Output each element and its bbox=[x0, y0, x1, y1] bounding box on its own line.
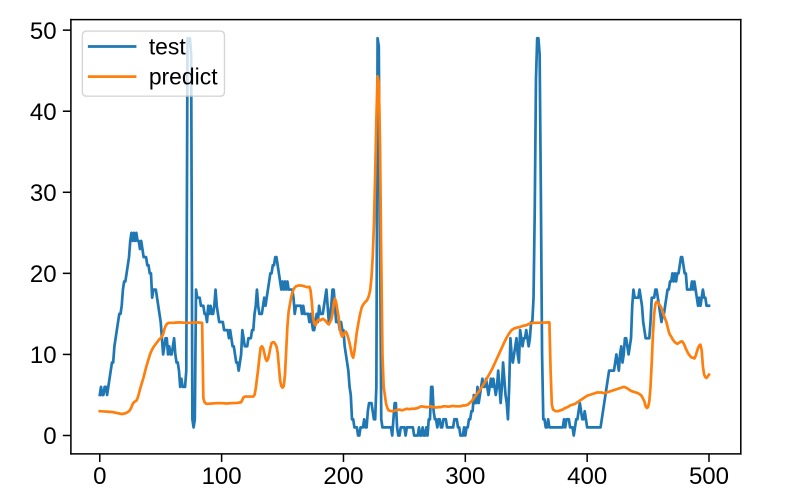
svg-text:0: 0 bbox=[93, 463, 106, 490]
svg-text:50: 50 bbox=[30, 18, 57, 45]
svg-text:test: test bbox=[149, 34, 187, 60]
svg-text:200: 200 bbox=[323, 463, 363, 490]
svg-text:10: 10 bbox=[30, 342, 57, 369]
svg-text:300: 300 bbox=[445, 463, 485, 490]
svg-text:400: 400 bbox=[567, 463, 607, 490]
svg-text:20: 20 bbox=[30, 261, 57, 288]
svg-text:100: 100 bbox=[202, 463, 242, 490]
svg-text:500: 500 bbox=[689, 463, 729, 490]
svg-text:predict: predict bbox=[149, 64, 218, 90]
svg-text:0: 0 bbox=[43, 423, 56, 450]
svg-text:30: 30 bbox=[30, 180, 57, 207]
svg-text:40: 40 bbox=[30, 99, 57, 126]
